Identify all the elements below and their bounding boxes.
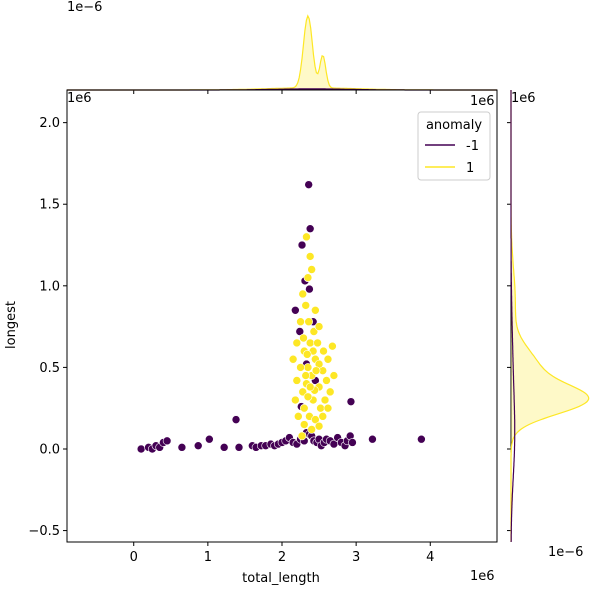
scatter-point-normal	[294, 412, 303, 421]
x-offset-label-top: 1e6	[470, 94, 495, 109]
scatter-point-anomaly	[417, 434, 426, 444]
scatter-point-anomaly	[368, 434, 377, 444]
right-marginal-offset-label: 1e6	[511, 91, 536, 106]
right-marginal-kde	[507, 90, 590, 543]
scatter-point-normal	[302, 350, 312, 359]
x-tick-label: 2	[278, 550, 286, 565]
scatter-point-anomaly	[297, 240, 307, 250]
top-kde-fill-normal	[67, 15, 497, 90]
scatter-point-normal	[288, 354, 298, 364]
scatter-point-normal	[301, 371, 311, 380]
scatter-point-anomaly	[177, 443, 187, 452]
y-tick-label: 0.5	[39, 361, 60, 376]
scatter-point-anomaly	[346, 397, 356, 406]
scatter-point-normal	[314, 421, 324, 431]
scatter-point-normal	[296, 317, 305, 327]
legend-label-1: 1	[466, 161, 474, 176]
scatter-point-normal	[316, 403, 325, 413]
scatter-points	[136, 180, 426, 454]
scatter-point-normal	[323, 403, 333, 413]
scatter-point-normal	[291, 395, 300, 405]
scatter-point-normal	[314, 322, 324, 331]
scatter-point-anomaly	[291, 305, 300, 315]
scatter-point-normal	[303, 273, 313, 282]
scatter-point-normal	[296, 363, 305, 372]
scatter-point-normal	[311, 415, 320, 424]
scatter-point-anomaly	[136, 444, 146, 454]
x-tick-label: 3	[352, 550, 360, 565]
scatter-point-normal	[305, 338, 315, 348]
legend-box	[417, 111, 491, 181]
right-kde-fill-normal	[511, 90, 589, 542]
scatter-point-anomaly	[348, 438, 357, 447]
scatter-point-normal	[299, 403, 309, 413]
scatter-point-anomaly	[305, 284, 314, 294]
scatter-point-normal	[319, 346, 328, 356]
scatter-point-anomaly	[304, 180, 313, 189]
y-tick-label: 2.0	[39, 116, 60, 131]
y-offset-label: 1e6	[67, 91, 92, 106]
scatter-point-anomaly	[193, 441, 203, 451]
scatter-point-anomaly	[305, 224, 315, 234]
y-axis-label: longest	[4, 301, 19, 349]
right-marginal-x-offset-label: 1e−6	[548, 545, 583, 560]
right-kde-line-anomaly	[510, 90, 516, 543]
scatter-point-normal	[292, 376, 302, 385]
scatter-point-normal	[320, 395, 330, 405]
scatter-point-normal	[301, 301, 311, 310]
scatter-point-normal	[322, 376, 331, 385]
scatter-point-normal	[328, 341, 337, 351]
scatter-point-normal	[298, 387, 308, 397]
x-tick-label: 0	[130, 550, 138, 565]
scatter-point-normal	[325, 387, 335, 397]
scatter-point-normal	[307, 265, 316, 274]
scatter-point-normal	[323, 354, 333, 364]
scatter-point-normal	[309, 327, 319, 336]
scatter-point-normal	[311, 305, 320, 315]
scatter-point-normal	[297, 431, 307, 441]
scatter-point-normal	[307, 425, 316, 434]
y-tick-label: 0.0	[39, 442, 60, 457]
scatter-point-normal	[305, 382, 315, 392]
scatter-point-anomaly	[295, 327, 305, 336]
scatter-point-normal	[292, 338, 302, 348]
scatter-point-anomaly	[205, 434, 214, 444]
right-kde-line-normal	[510, 90, 590, 542]
scatter-point-normal	[304, 317, 313, 327]
y-tick-label: 1.5	[39, 198, 60, 213]
y-tick-label: −0.5	[28, 524, 60, 539]
scatter-point-normal	[318, 412, 328, 421]
scatter-point-normal	[303, 363, 313, 372]
scatter-point-anomaly	[162, 436, 172, 446]
y-tick-label: 1.0	[39, 279, 60, 294]
scatter-point-normal	[302, 232, 311, 242]
x-tick-label: 4	[426, 550, 434, 565]
legend: anomaly -1 1	[417, 111, 491, 181]
x-offset-label: 1e6	[470, 569, 495, 584]
scatter-point-normal	[311, 366, 321, 375]
scatter-point-normal	[313, 338, 322, 348]
x-axis-ticks: 0 1 2 3 4	[130, 542, 434, 565]
top-marginal-kde	[67, 14, 497, 94]
scatter-point-normal	[299, 333, 308, 343]
y-axis-ticks: −0.5 0.0 0.5 1.0 1.5 2.0	[28, 116, 67, 539]
scatter-point-normal	[305, 252, 315, 261]
scatter-point-anomaly	[219, 443, 229, 452]
x-axis-label: total_length	[242, 571, 320, 586]
scatter-point-normal	[299, 420, 309, 429]
x-tick-label: 1	[204, 550, 212, 565]
legend-label-neg1: -1	[466, 139, 479, 154]
top-kde-line-normal	[67, 14, 497, 91]
scatter-point-anomaly	[234, 443, 244, 452]
scatter-point-normal	[329, 371, 339, 380]
top-marginal-offset-label: 1e−6	[67, 0, 102, 15]
scatter-point-anomaly	[231, 415, 241, 424]
scatter-point-normal	[298, 289, 308, 299]
legend-title: anomaly	[426, 118, 482, 133]
scatter-point-normal	[303, 392, 313, 402]
